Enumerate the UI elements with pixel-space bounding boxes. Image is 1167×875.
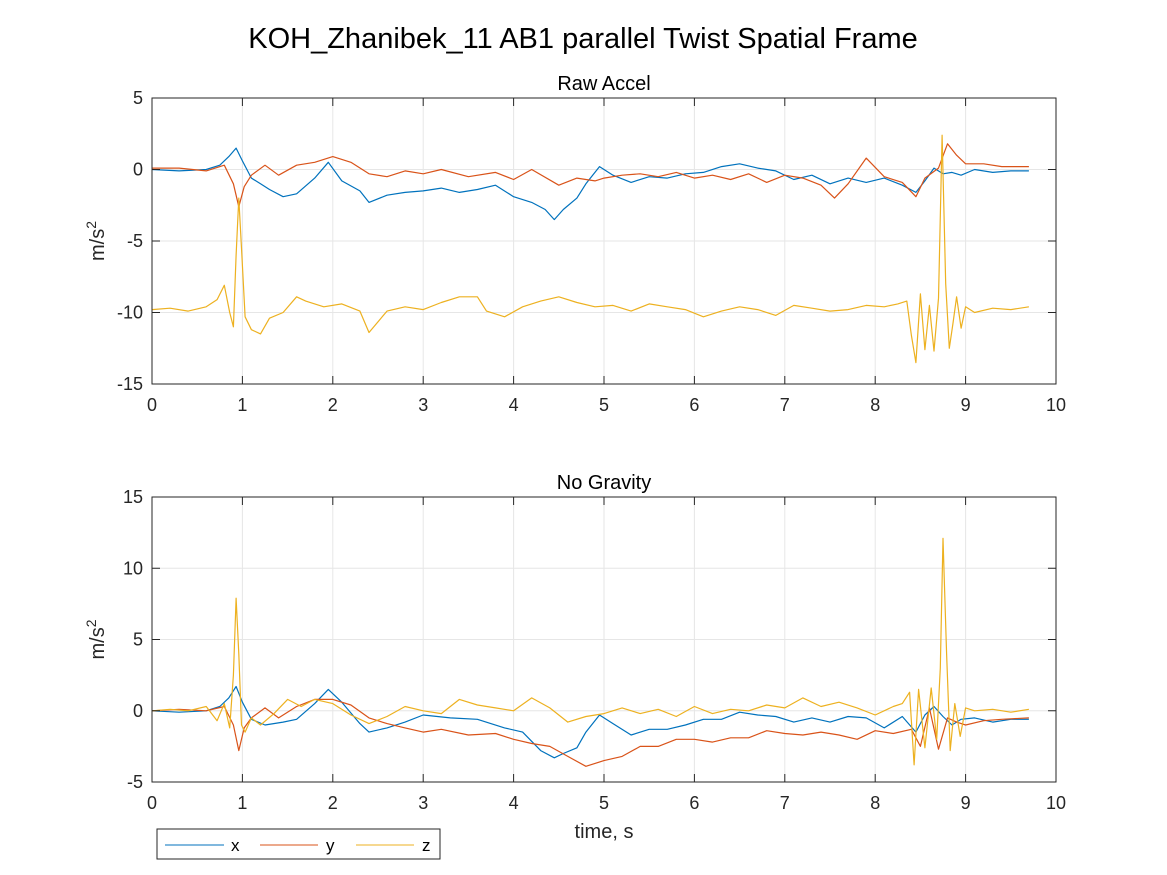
no-gravity-y-tick-label: -5 bbox=[127, 772, 143, 792]
raw-accel-x-tick-label: 3 bbox=[418, 395, 428, 415]
raw-accel-y-tick-label: 0 bbox=[133, 160, 143, 180]
no-gravity-x-tick-label: 5 bbox=[599, 793, 609, 813]
raw-accel-x-tick-label: 9 bbox=[961, 395, 971, 415]
legend-box bbox=[156, 828, 441, 860]
no-gravity-x-tick-label: 8 bbox=[870, 793, 880, 813]
raw-accel-x-tick-label: 6 bbox=[689, 395, 699, 415]
raw-accel-title: Raw Accel bbox=[557, 73, 650, 95]
raw-accel-x-tick-label: 8 bbox=[870, 395, 880, 415]
no-gravity-x-tick-label: 3 bbox=[418, 793, 428, 813]
legend: x y z bbox=[156, 828, 441, 860]
no-gravity-y-tick-label: 0 bbox=[133, 701, 143, 721]
no-gravity-x-tick-label: 4 bbox=[509, 793, 519, 813]
raw-accel-x-tick-label: 0 bbox=[147, 395, 157, 415]
raw-accel-x-tick-label: 4 bbox=[509, 395, 519, 415]
no-gravity-x-tick-label: 6 bbox=[689, 793, 699, 813]
legend-label-x: x bbox=[231, 836, 240, 855]
raw-accel-y-tick-label: 5 bbox=[133, 88, 143, 108]
no-gravity-x-axis-label: time, s bbox=[575, 821, 634, 843]
no-gravity-x-tick-label: 7 bbox=[780, 793, 790, 813]
figure-title: KOH_Zhanibek_11 AB1 parallel Twist Spati… bbox=[248, 23, 918, 55]
raw-accel-y-tick-label: -15 bbox=[117, 374, 143, 394]
no-gravity-y-tick-label: 15 bbox=[123, 487, 143, 507]
no-gravity-x-tick-label: 2 bbox=[328, 793, 338, 813]
raw-accel-x-tick-label: 10 bbox=[1046, 395, 1066, 415]
no-gravity-x-tick-label: 0 bbox=[147, 793, 157, 813]
no-gravity-series-y bbox=[152, 698, 1029, 767]
raw-accel-y-tick-label: -5 bbox=[127, 231, 143, 251]
no-gravity-y-tick-label: 5 bbox=[133, 630, 143, 650]
raw-accel-y-axis-label: m/s2 bbox=[83, 221, 109, 261]
raw-accel-y-tick-label: -10 bbox=[117, 303, 143, 323]
no-gravity-series-z bbox=[152, 537, 1029, 766]
no-gravity-x-tick-label: 10 bbox=[1046, 793, 1066, 813]
raw-accel-x-tick-label: 7 bbox=[780, 395, 790, 415]
no-gravity-x-tick-label: 9 bbox=[961, 793, 971, 813]
raw-accel-series-z bbox=[152, 134, 1029, 364]
no-gravity-series-x bbox=[152, 685, 1029, 759]
legend-label-z: z bbox=[422, 836, 431, 855]
no-gravity-x-tick-label: 1 bbox=[237, 793, 247, 813]
raw-accel-x-tick-label: 1 bbox=[237, 395, 247, 415]
raw-accel-x-tick-label: 5 bbox=[599, 395, 609, 415]
no-gravity-y-tick-label: 10 bbox=[123, 558, 143, 578]
no-gravity-title: No Gravity bbox=[557, 472, 651, 494]
no-gravity-y-axis-label: m/s2 bbox=[83, 619, 109, 659]
raw-accel-axes: 0 1 2 3 4 5 6 7 8 9 10 -15 -10 -5 0 5 Raw Accel m/s2 bbox=[83, 73, 1066, 415]
legend-label-y: y bbox=[326, 836, 335, 855]
raw-accel-x-tick-label: 2 bbox=[328, 395, 338, 415]
raw-accel-series-y bbox=[152, 143, 1029, 208]
